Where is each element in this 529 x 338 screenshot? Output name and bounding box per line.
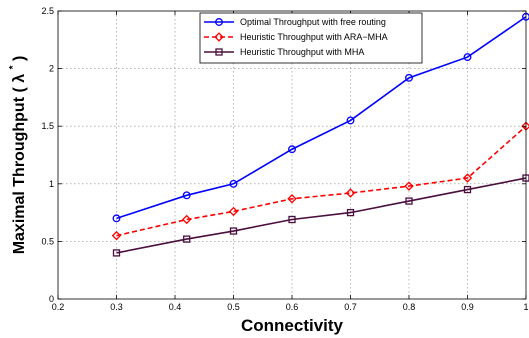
square-marker: [183, 235, 191, 243]
square-marker: [288, 215, 296, 224]
diamond-marker: [181, 214, 192, 225]
y-tick-label: 2: [49, 64, 54, 74]
y-axis-label-superscript: *: [8, 65, 19, 69]
legend-box: [199, 12, 423, 64]
y-axis-label-close-paren: ): [11, 56, 28, 61]
svg-text:Maximal Throughput (: Maximal Throughput ( λ * ): [3, 56, 28, 255]
legend: Optimal Throughput with free routing Heur…: [199, 12, 423, 64]
x-tick-label: 0.6: [286, 302, 299, 312]
circle-marker: [215, 18, 223, 26]
y-axis-label: Maximal Throughput ( λ * ): [3, 56, 28, 255]
square-marker: [405, 197, 413, 205]
square-marker: [112, 249, 121, 257]
circle-marker: [229, 179, 238, 188]
square-marker: [215, 48, 223, 56]
x-tick-label: 0.9: [461, 302, 474, 312]
x-tick-label: 0.3: [110, 302, 123, 312]
diamond-marker: [462, 173, 473, 183]
diamond-marker: [287, 194, 297, 204]
y-axis-label-open-paren: (: [11, 87, 28, 93]
series-line: [116, 125, 527, 237]
circle-marker: [405, 73, 413, 82]
series-line: [116, 16, 527, 220]
y-tick-label: 0.5: [41, 236, 54, 246]
diamond-marker: [214, 32, 224, 42]
square-marker: [229, 227, 238, 235]
x-axis-ticks: 0.2 0.3 0.4 0.5 0.6 0.7 0.8 0.9 1: [52, 11, 529, 312]
circle-marker: [288, 145, 296, 154]
y-tick-label: 0: [49, 294, 54, 304]
y-axis-label-text: Maximal Throughput: [11, 96, 28, 254]
diamond-marker: [228, 206, 239, 217]
series-line: [116, 177, 527, 254]
circle-marker: [182, 191, 191, 200]
circle-marker: [463, 53, 472, 62]
x-axis-label: Connectivity: [241, 316, 344, 335]
y-tick-label: 2.5: [41, 6, 54, 16]
diamond-marker: [345, 188, 356, 198]
y-tick-label: 1: [49, 179, 54, 189]
square-marker: [346, 208, 355, 217]
legend-label: Optimal Throughput with free routing: [240, 17, 386, 27]
legend-label: Heuristic Throughput with ARA−MHA: [240, 32, 388, 42]
x-tick-label: 0.8: [403, 302, 416, 312]
x-tick-label: 0.7: [344, 302, 357, 312]
x-tick-label: 0.2: [52, 302, 65, 312]
diamond-marker: [404, 181, 414, 191]
diamond-marker: [111, 230, 122, 241]
legend-label: Heuristic Throughput with MHA: [240, 47, 364, 57]
x-tick-label: 1: [523, 302, 528, 312]
circle-marker: [112, 214, 121, 223]
series-layer: [111, 12, 529, 257]
y-axis-label-symbol: λ: [11, 74, 28, 83]
x-tick-label: 0.4: [169, 302, 182, 312]
square-marker: [463, 185, 472, 194]
x-tick-label: 0.5: [227, 302, 240, 312]
series-1: [112, 12, 529, 223]
y-tick-label: 1.5: [41, 121, 54, 131]
circle-marker: [346, 116, 355, 125]
y-axis-ticks: 0 0.5 1 1.5 2 2.5: [41, 6, 526, 304]
